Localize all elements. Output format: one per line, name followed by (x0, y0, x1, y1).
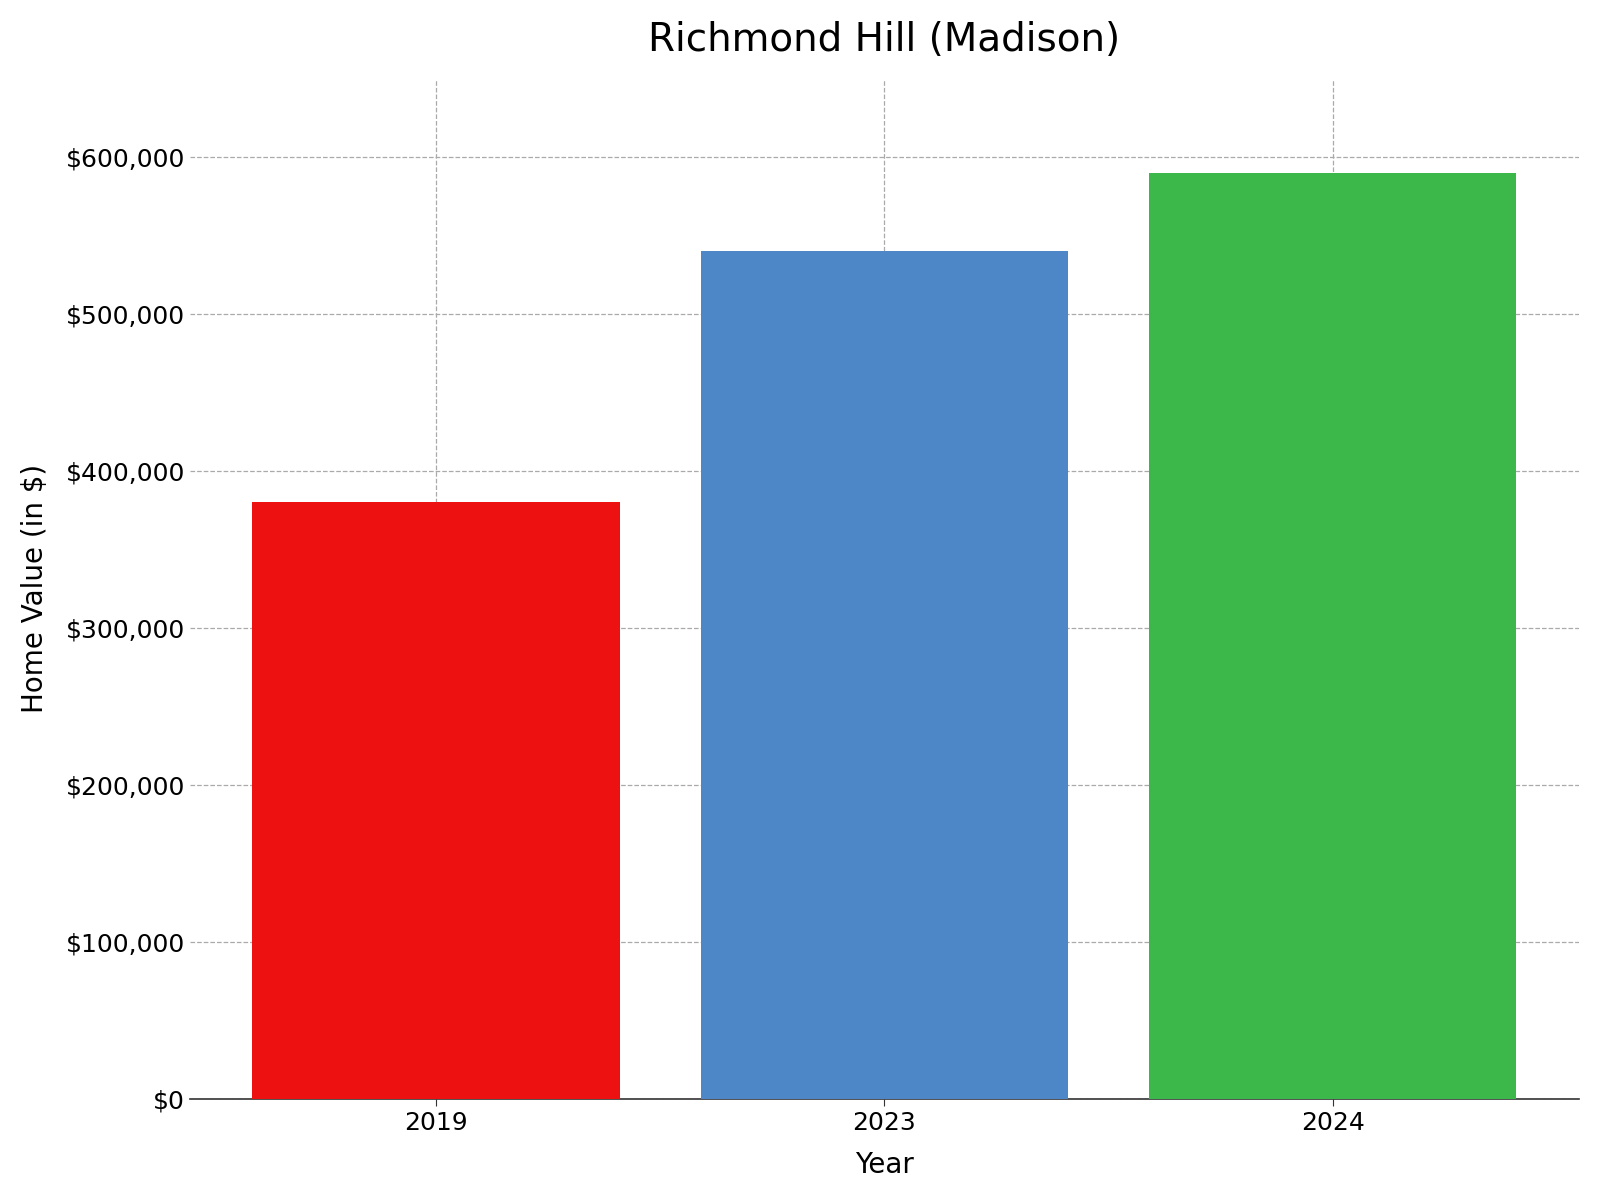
Bar (253, 503, 621, 1099)
Title: Richmond Hill (Madison): Richmond Hill (Madison) (648, 20, 1120, 59)
Bar (1149, 173, 1517, 1099)
Y-axis label: Home Value (in $): Home Value (in $) (21, 464, 50, 713)
Bar (701, 251, 1069, 1099)
X-axis label: Year: Year (854, 1151, 914, 1180)
